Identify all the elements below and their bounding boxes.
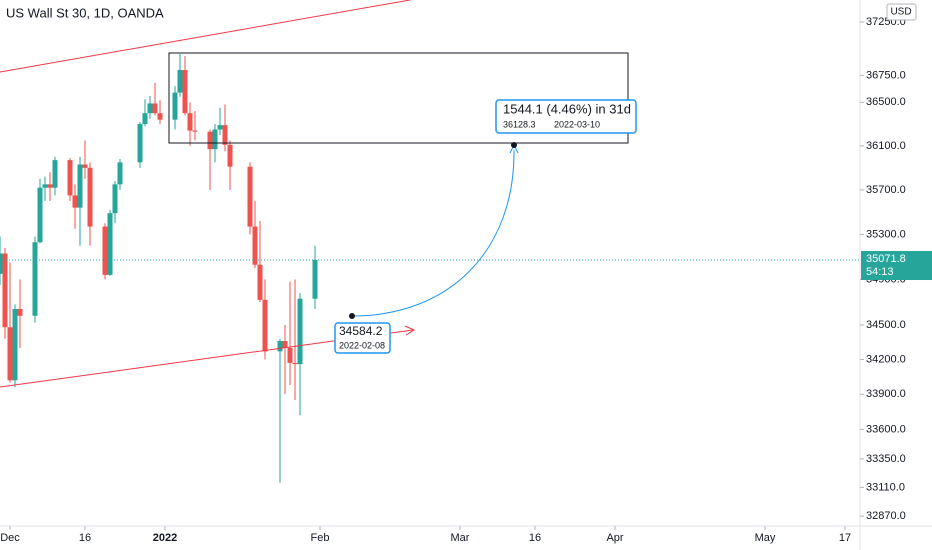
candle-body [17, 308, 23, 316]
candle-body [217, 125, 223, 130]
measure-price: 36128.3 [503, 119, 536, 129]
candle-body [247, 166, 253, 227]
y-tick-label: 35700.0 [866, 184, 906, 196]
x-tick-label: 16 [529, 532, 541, 544]
currency-label: USD [890, 7, 911, 18]
candle-body [262, 299, 268, 352]
range-box [168, 52, 629, 144]
countdown-label: 54:13 [866, 266, 894, 278]
candle-body [177, 70, 183, 93]
y-tick-label: 35300.0 [866, 228, 906, 240]
candle-body [147, 103, 153, 114]
candle-body [47, 184, 53, 188]
candle-body [0, 253, 3, 274]
candle-body [82, 164, 88, 168]
candle-body [292, 362, 298, 365]
measure-text: 1544.1 (4.46%) in 31d [503, 101, 631, 116]
candle-body [112, 184, 118, 214]
y-tick-label: 36500.0 [866, 96, 906, 108]
candle-body [187, 113, 193, 131]
candle-body [297, 298, 303, 365]
candle-body [42, 184, 48, 188]
candle-body [107, 213, 113, 275]
candle-body [67, 160, 73, 196]
candle-body [102, 226, 108, 275]
candle-body [222, 125, 228, 145]
measure-date: 2022-03-10 [554, 119, 600, 129]
y-tick-label: 34200.0 [866, 353, 906, 365]
chart-title: US Wall St 30, 1D, OANDA [6, 5, 164, 20]
x-tick-label: Mar [451, 532, 470, 544]
candle-body [137, 124, 143, 163]
candle-body [7, 327, 13, 381]
anchor-point [511, 142, 517, 148]
price-axis: 37250.036750.036500.036100.035700.035300… [0, 3, 932, 544]
x-tick-label: Dec [0, 532, 20, 544]
x-tick-label: Feb [311, 532, 330, 544]
candle-body [2, 253, 8, 328]
candle-body [257, 264, 263, 300]
candle-body [227, 144, 233, 167]
trend-arrow [404, 325, 416, 336]
measure-callout [495, 99, 637, 134]
last-price-label: 35071.8 [866, 253, 906, 265]
x-tick-label: 17 [839, 532, 851, 544]
candle-body [192, 130, 198, 132]
x-tick-label: 2022 [153, 532, 177, 544]
candle-body [157, 113, 163, 120]
candle-body [77, 164, 83, 208]
candle-body [207, 131, 213, 150]
x-tick-label: Apr [606, 532, 623, 544]
y-tick-label: 34500.0 [866, 319, 906, 331]
candle-body [72, 195, 78, 208]
candle-body [212, 129, 218, 150]
candle-body [312, 260, 318, 299]
candle-body [87, 167, 93, 227]
candle-body [142, 113, 148, 125]
candle-body [282, 341, 288, 348]
callout-price: 34584.2 [339, 324, 383, 338]
upper-trendline [0, 0, 411, 73]
candle-body [287, 347, 293, 363]
projection-curve [351, 149, 515, 317]
plot [0, 53, 860, 483]
candle-body [182, 70, 188, 114]
y-tick-label: 33110.0 [866, 481, 905, 493]
y-tick-label: 36100.0 [866, 140, 906, 152]
candle-body [277, 341, 283, 352]
candle-body [172, 92, 178, 120]
candle-body [152, 103, 158, 114]
y-tick-label: 33350.0 [866, 453, 906, 465]
anchor-point [349, 313, 355, 319]
y-tick-label: 32870.0 [866, 510, 906, 522]
candle-body [52, 160, 58, 188]
y-tick-label: 36750.0 [866, 69, 906, 81]
candle-body [32, 242, 38, 316]
candle-body [37, 187, 43, 243]
candle-body [12, 308, 18, 381]
candle-body [117, 162, 123, 185]
y-tick-label: 33600.0 [866, 423, 906, 435]
last-price-box [861, 251, 932, 281]
x-tick-label: 16 [79, 532, 91, 544]
currency-box [886, 3, 917, 21]
candle-body [252, 226, 258, 265]
date-callout [334, 322, 391, 354]
y-tick-label: 33900.0 [866, 388, 906, 400]
x-tick-label: May [755, 532, 776, 544]
callout-date: 2022-02-08 [339, 340, 385, 350]
